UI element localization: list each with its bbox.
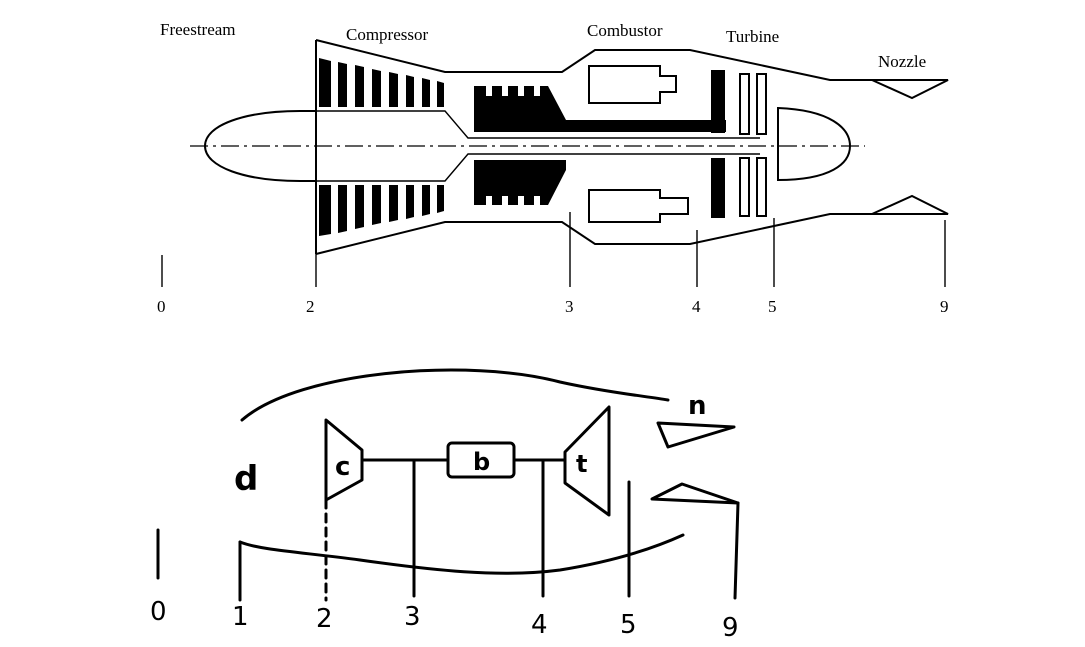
nozzle-flap-bottom <box>871 194 949 215</box>
combustor-can-bottom <box>588 189 689 223</box>
exhaust-cone <box>777 106 852 182</box>
hand-sketch: d c b t n 0 1 2 3 4 5 9 <box>150 368 740 643</box>
compressor-blades-top <box>319 58 444 107</box>
sketch-station-5: 5 <box>620 610 637 640</box>
sketch-label-b: b <box>473 448 490 476</box>
turbine-hp-top <box>711 70 725 133</box>
compressor-hub-top <box>316 110 760 139</box>
top-station-9: 9 <box>940 297 949 316</box>
compressor-label: Compressor <box>346 25 429 44</box>
sketch-label-c: c <box>335 452 350 482</box>
sketch-station-3: 3 <box>404 602 421 632</box>
top-station-0: 0 <box>157 297 166 316</box>
sketch-label-t: t <box>576 450 587 478</box>
freestream-label: Freestream <box>160 20 236 39</box>
sketch-casing-bottom <box>238 533 685 575</box>
compressor-hub-bottom <box>316 153 760 182</box>
nozzle-flap-top <box>871 79 949 100</box>
engine-schematic: Freestream Compressor Combustor Turbine … <box>157 20 949 316</box>
casing-top <box>315 39 948 81</box>
top-station-3: 3 <box>565 297 574 316</box>
sketch-compressor <box>324 418 364 502</box>
hp-compressor-top <box>474 86 566 132</box>
turbine-hp-bottom <box>711 158 725 218</box>
sketch-label-n: n <box>688 391 707 421</box>
top-station-2: 2 <box>306 297 315 316</box>
sketch-station-1: 1 <box>232 602 249 632</box>
combustor-can-top <box>588 65 677 104</box>
inlet-spinner <box>203 110 316 182</box>
sketch-turbine <box>563 405 611 517</box>
turbine-lp-bottom-1 <box>739 157 750 217</box>
sketch-casing-top <box>240 368 670 422</box>
turbine-label: Turbine <box>726 27 779 46</box>
turbine-lp-top-1 <box>739 73 750 135</box>
hp-compressor-bottom <box>474 160 566 205</box>
top-station-4: 4 <box>692 297 701 316</box>
sketch-station-4: 4 <box>531 610 548 640</box>
sketch-nozzle-top <box>656 421 736 449</box>
top-station-markers <box>161 212 946 287</box>
turbine-lp-bottom-2 <box>756 157 767 217</box>
sketch-label-d: d <box>234 459 258 499</box>
sketch-station-9: 9 <box>722 613 739 643</box>
turbine-lp-top-2 <box>756 73 767 135</box>
combustor-label: Combustor <box>587 21 663 40</box>
sketch-station-9-line <box>733 501 740 600</box>
top-station-5: 5 <box>768 297 777 316</box>
casing-bottom <box>315 213 948 255</box>
shaft-top <box>566 120 726 132</box>
sketch-station-2: 2 <box>316 604 333 634</box>
sketch-station-0: 0 <box>150 597 167 627</box>
sketch-nozzle-bottom <box>650 482 740 505</box>
nozzle-label: Nozzle <box>878 52 926 71</box>
compressor-blades-bottom <box>319 185 444 236</box>
